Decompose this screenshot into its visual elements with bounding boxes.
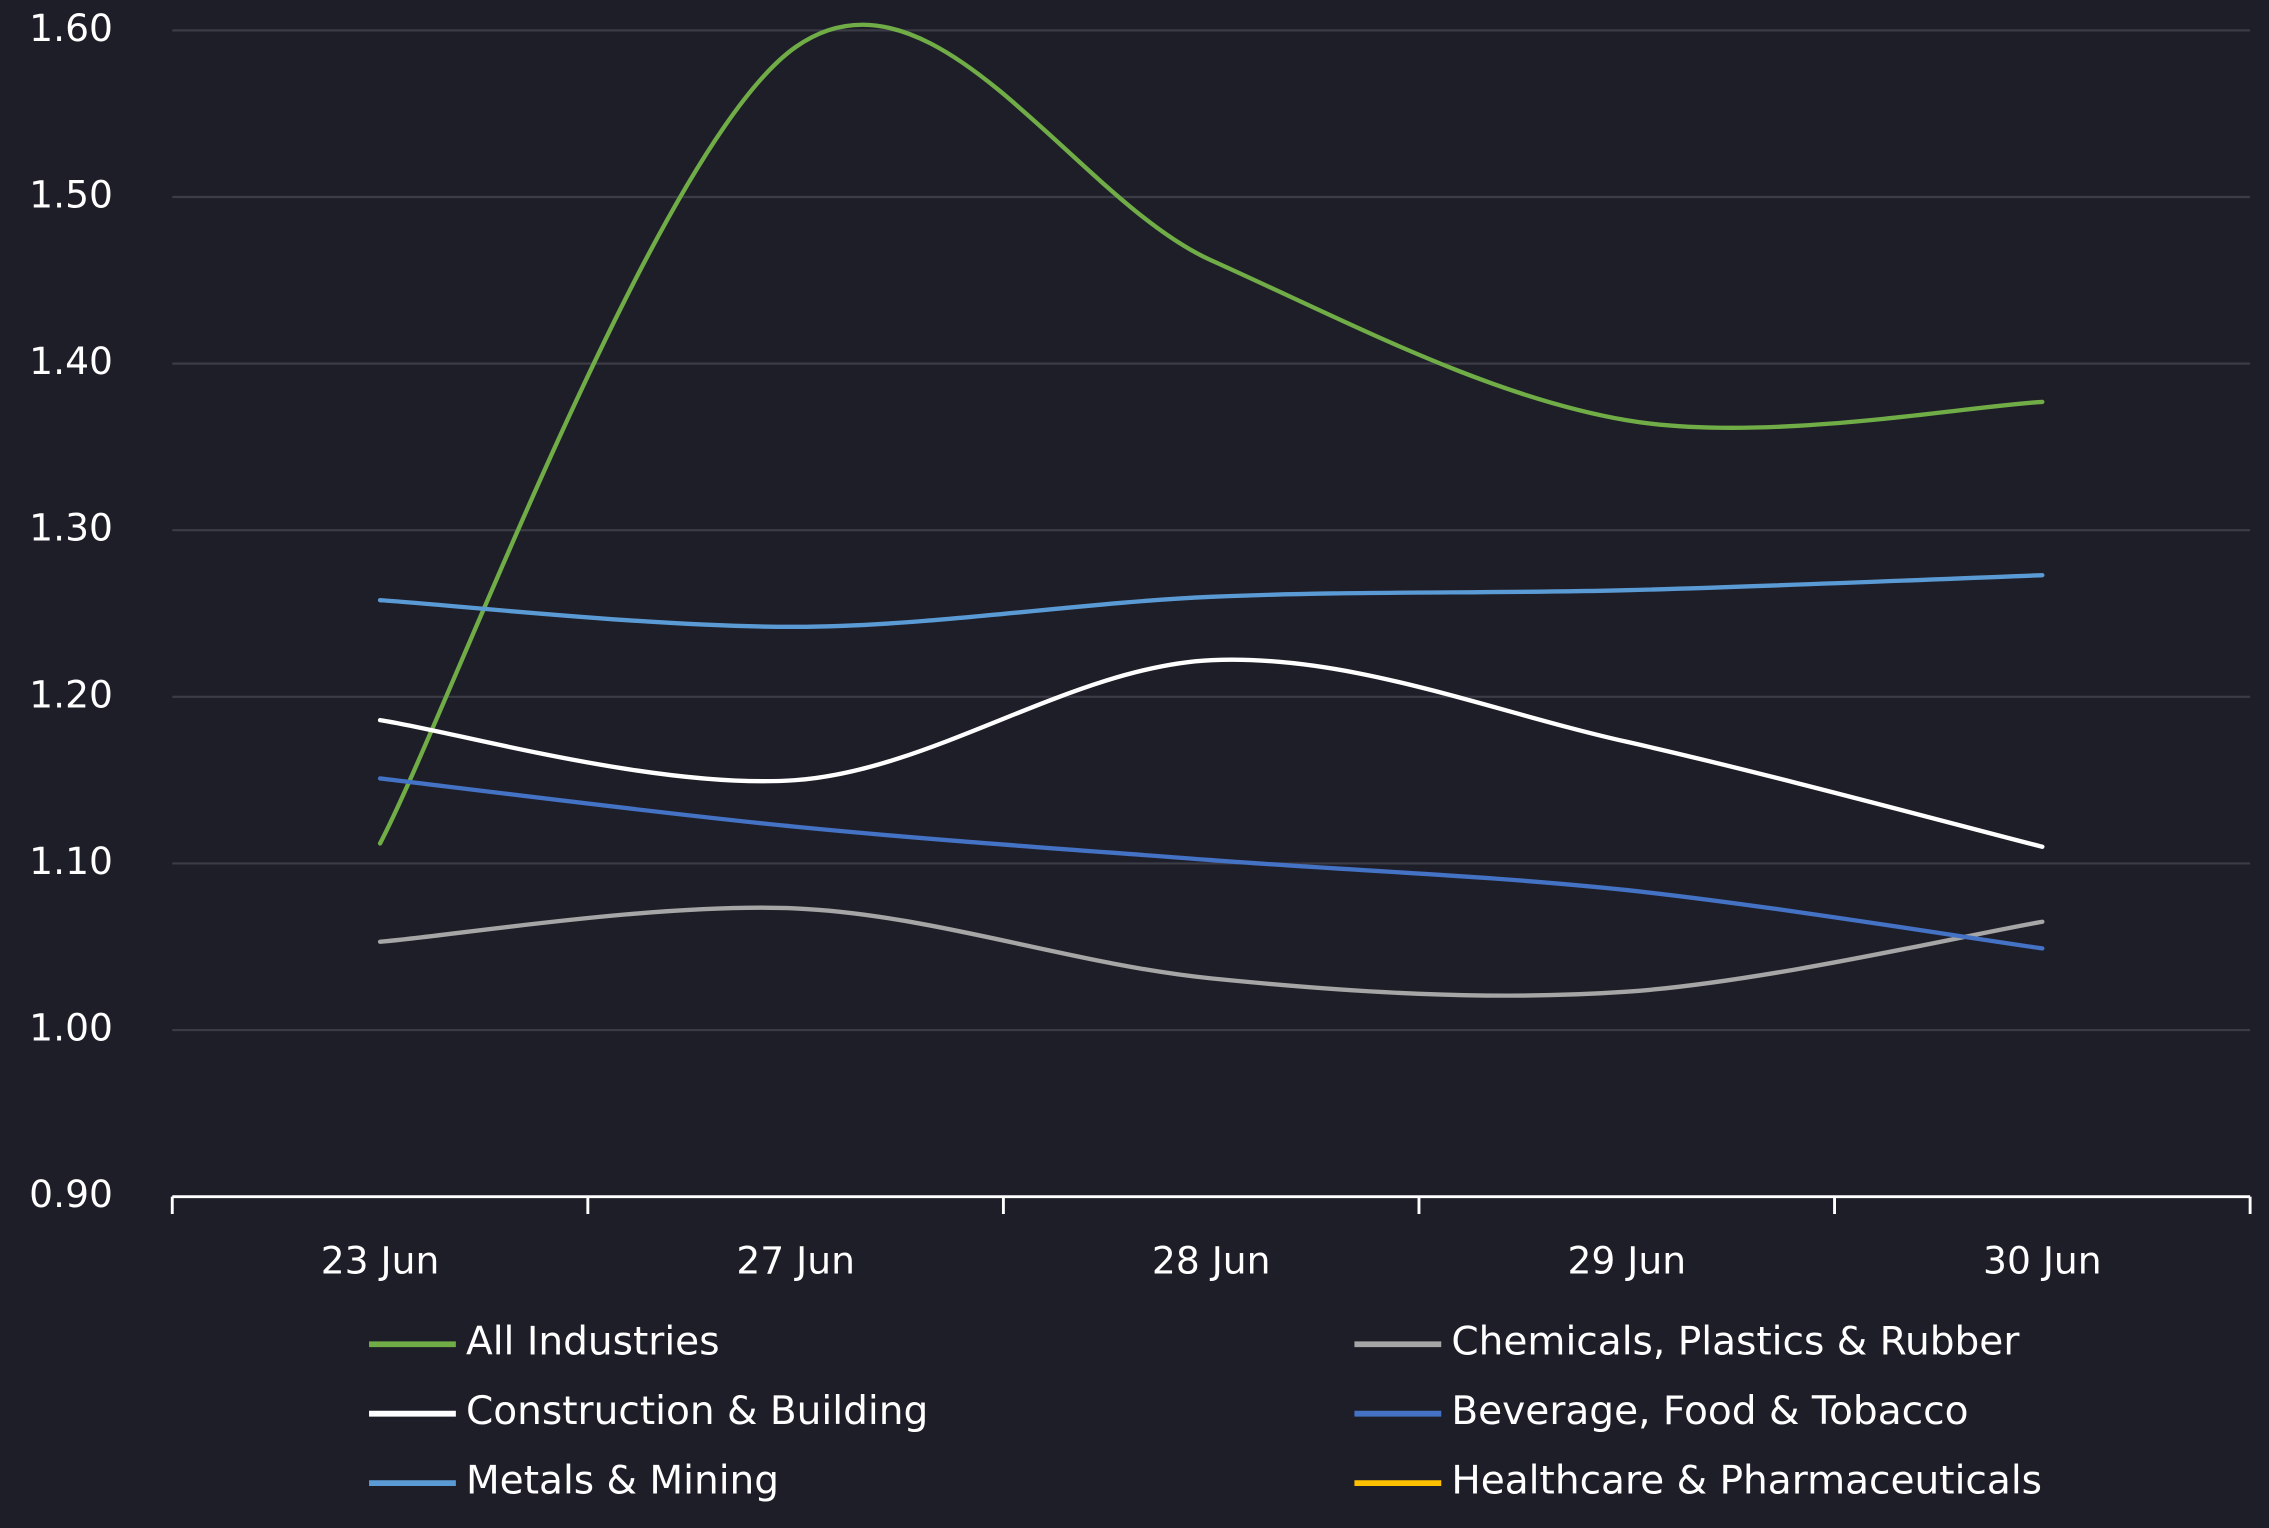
y-tick-label: 1.40 <box>29 339 113 383</box>
x-tick-label: 30 Jun <box>1983 1239 2102 1283</box>
series-line <box>377 776 2045 951</box>
legend-label: Construction & Building <box>466 1389 928 1434</box>
legend-label: Metals & Mining <box>466 1459 779 1504</box>
legend-label: Beverage, Food & Tobacco <box>1451 1389 1968 1434</box>
x-tick-label: 29 Jun <box>1567 1239 1686 1283</box>
y-tick-label: 1.30 <box>29 506 113 550</box>
legend-label: Healthcare & Pharmaceuticals <box>1451 1459 2042 1504</box>
y-tick-label: 0.90 <box>29 1172 113 1216</box>
series-line <box>377 657 2045 849</box>
series-line <box>377 573 2045 630</box>
y-tick-label: 1.50 <box>29 172 113 216</box>
series-line <box>377 905 2045 998</box>
y-tick-label: 1.00 <box>29 1006 113 1050</box>
legend-label: All Industries <box>466 1320 720 1365</box>
series-line <box>377 22 2045 846</box>
y-tick-label: 1.20 <box>29 672 113 716</box>
x-tick-label: 28 Jun <box>1152 1239 1271 1283</box>
y-tick-label: 1.10 <box>29 839 113 883</box>
y-tick-label: 1.60 <box>29 6 113 50</box>
x-tick-label: 27 Jun <box>736 1239 855 1283</box>
legend-label: Chemicals, Plastics & Rubber <box>1451 1320 2020 1365</box>
x-tick-label: 23 Jun <box>321 1239 440 1283</box>
